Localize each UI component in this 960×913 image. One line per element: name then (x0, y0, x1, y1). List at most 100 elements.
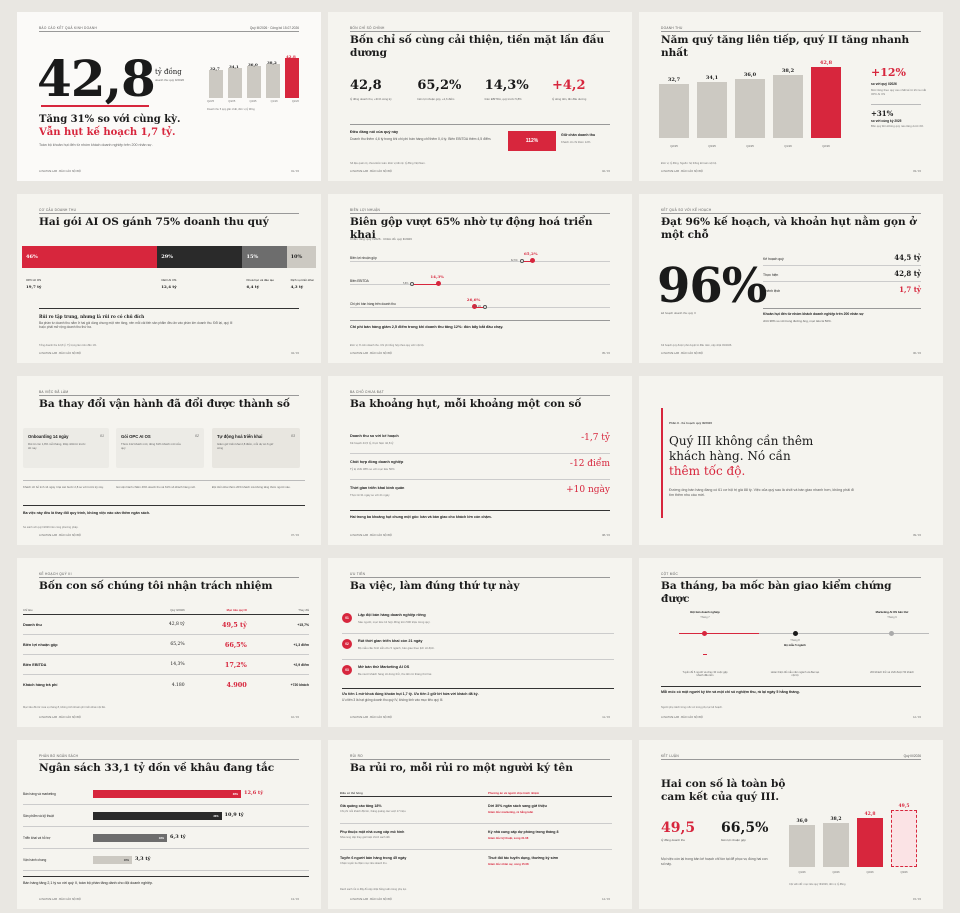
revenue-bar (659, 83, 689, 138)
slide-11[interactable]: Ưu tiên Ba việc, làm đúng thứ tự này 01 … (328, 558, 632, 727)
slide-tag: Rủi ro (350, 754, 363, 758)
revenue-x-label: Q1/26 (784, 144, 792, 148)
source-note: Người phụ trách từng mốc có trong phụ lụ… (661, 706, 723, 709)
slide-13[interactable]: Phân bổ ngân sách Ngân sách 33,1 tỷ dồn … (17, 740, 321, 909)
slide-4[interactable]: Cơ cấu doanh thu Hai gói AI OS gánh 75% … (17, 194, 321, 363)
plan-row: Chênh lệch 1,7 tỷ (763, 285, 921, 294)
footer: AI NATIVE LAB · BÁO CÁO NỘI BỘ (39, 170, 81, 173)
headline-line-2: cam kết của quý III. (661, 791, 780, 804)
bar-label: 38,2 (267, 60, 277, 65)
section-sub: Đường ống bán hàng đang có 61 cơ hội trị… (669, 488, 854, 497)
mix-label-name: Khoá học và đào tạo (246, 278, 275, 282)
revenue-bar-label: 34,1 (705, 74, 719, 81)
target-bar (789, 825, 815, 867)
slide-14[interactable]: Rủi ro Ba rủi ro, mỗi rủi ro một người k… (328, 740, 632, 909)
slide-tag-right: Quý III/2026 (903, 754, 921, 758)
margin-curr-label: 26,6% (466, 297, 481, 302)
revenue-x-label: Q3/25 (708, 144, 716, 148)
slide-7[interactable]: Ba việc đã làm Ba thay đổi vận hành đã đ… (17, 376, 321, 545)
divider (342, 688, 614, 689)
milestone-1-month: Tháng 7 (700, 616, 710, 619)
annotation-qoq-sub: so với quý I/2026 (871, 82, 897, 86)
gap-row: Doanh thu so với kế hoạch Kế hoạch 44,5 … (350, 428, 610, 454)
mix-segment: 29% (157, 246, 243, 268)
risk-row: Tuyển 6 người bán hàng trong 45 ngày Chậ… (340, 856, 559, 866)
slide-tag: Cơ cấu doanh thu (39, 208, 77, 212)
risk-col-right: Phương án và người chịu trách nhiệm (488, 791, 540, 795)
accent-bar (661, 408, 663, 518)
headline-line-3: thêm tốc độ. (669, 464, 746, 478)
margin-change-line (412, 283, 439, 285)
budget-bar: 33% (93, 812, 222, 820)
big-percent: 96% (657, 258, 767, 314)
plan-row: Kế hoạch quý 44,5 tỷ (763, 250, 921, 266)
margin-prev-label: 29,1% (474, 305, 482, 308)
revenue-bar-chart: 32,7 Q2/25 34,1 Q3/25 36,0 Q4/25 38,2 Q1/26 42,8… (659, 60, 849, 152)
bar-q2-26 (285, 58, 299, 98)
divider (350, 124, 610, 125)
target-bar (891, 809, 917, 867)
divider (23, 480, 305, 481)
slide-title: Ba khoảng hụt, mỗi khoảng một con số (350, 398, 582, 410)
margin-prev-label: 62,6% (510, 259, 518, 262)
margin-prev-label: 5,8% (402, 282, 409, 285)
page-number: 02 / 15 (602, 170, 610, 173)
margin-dot-prev (410, 281, 415, 286)
budget-bar: 10% (93, 856, 132, 864)
bar-q1-26 (266, 64, 280, 98)
timeline-progress (679, 632, 759, 635)
margin-dot-curr (529, 258, 535, 263)
table-row: Biên EBITDA 14,3% 17,2% +2,9 điểm (23, 655, 309, 675)
margin-row-label: Biên EBITDA (350, 279, 369, 283)
priority-summary-2: Ưu tiên 3 là hạt giống doanh thu quý IV,… (342, 698, 444, 702)
slide-8[interactable]: Ba chỗ chưa đạt Ba khoảng hụt, mỗi khoản… (328, 376, 632, 545)
footer: AI NATIVE LAB · BÁO CÁO NỘI BỘ (350, 716, 392, 719)
milestone-2-dot (793, 631, 798, 636)
slide-3[interactable]: Doanh thu Năm quý tăng liên tiếp, quý II… (639, 12, 943, 181)
revenue-bar (697, 81, 727, 138)
footer: AI NATIVE LAB · BÁO CÁO NỘI BỘ (350, 352, 392, 355)
milestone-1-dot (702, 631, 707, 636)
milestone-3-desc: 200 khách thử và chốt được 50 khách (870, 671, 914, 674)
mix-label-name: OPC AI OS (26, 278, 42, 282)
slide-15[interactable]: Kết luận Quý III/2026 Hai con số là toàn… (639, 740, 943, 909)
divider (340, 796, 612, 797)
slide-5[interactable]: Biên lợi nhuận Biên gộp vượt 65% nhờ tự … (328, 194, 632, 363)
mix-label: Dịch vụ triển khai 4,3 tỷ (291, 278, 320, 289)
target-bar-label: 42,8 (864, 811, 876, 817)
divider (661, 577, 921, 578)
footer: AI NATIVE LAB · BÁO CÁO NỘI BỘ (39, 898, 81, 901)
table-row: Khách hàng trả phí 4.180 4.900 +720 khách (23, 681, 309, 689)
revenue-x-label: Q2/26 (822, 144, 830, 148)
mix-label-value: 19,7 tỷ (26, 284, 42, 289)
divider (350, 320, 610, 321)
margin-dot-prev (519, 258, 524, 263)
retention-sub: Khách cũ chi thêm 12% (561, 140, 591, 144)
slide-tag: Ba chỗ chưa đạt (350, 390, 384, 394)
divider (661, 759, 921, 760)
gap-list: Doanh thu so với kế hoạch Kế hoạch 44,5 … (350, 428, 610, 506)
budget-value: 6,3 tỷ (170, 834, 186, 840)
bar-label: 42,8 (286, 54, 296, 59)
divider (871, 104, 921, 105)
kpi-revenue-target: 49,5 (661, 820, 696, 836)
slide-2[interactable]: Bốn chỉ số chính Bốn chỉ số cùng cải thi… (328, 12, 632, 181)
slide-12[interactable]: Cột mốc Ba tháng, ba mốc bàn giao kiểm c… (639, 558, 943, 727)
revenue-bar-label: 42,8 (819, 60, 833, 67)
slide-9[interactable]: Phần II · Kế hoạch quý III/2026 Quý III … (639, 376, 943, 545)
plan-table: Kế hoạch quý 44,5 tỷ Thực hiện 42,8 tỷ Chê… (763, 250, 921, 297)
change-card-opc: Gói OPC AI OS 02 Thêm 412 khách mới, đón… (116, 428, 204, 468)
accent-rule (41, 105, 149, 107)
revenue-bar (735, 78, 765, 138)
source-note: Đơn vị: % trên doanh thu. Chi phí tổng h… (350, 344, 425, 347)
slide-10[interactable]: Kế hoạch quý III Bốn con số chúng tôi nh… (17, 558, 321, 727)
slide-title: Ngân sách 33,1 tỷ dồn về khâu đang tắc (39, 762, 275, 774)
slide-6[interactable]: Kết quả so với kế hoạch Đạt 96% kế hoạch… (639, 194, 943, 363)
annotation-qoq-text: Mức tăng theo quý cao nhất kể từ khi ra … (871, 88, 927, 96)
slide-tag: Kết luận (661, 754, 679, 758)
annotation-yoy-sub: so với cùng kỳ 2025 (871, 119, 902, 123)
slide-tag: Cột mốc (661, 572, 679, 576)
risk-table: Giá quảng cáo tăng 18% Chi phí mỗi khách… (340, 798, 612, 876)
risk-heading: Rủi ro tập trung, nhưng là rủi ro có chủ… (39, 314, 145, 319)
slide-1[interactable]: Báo cáo kết quả kinh doanh Quý III/2026 … (17, 12, 321, 181)
